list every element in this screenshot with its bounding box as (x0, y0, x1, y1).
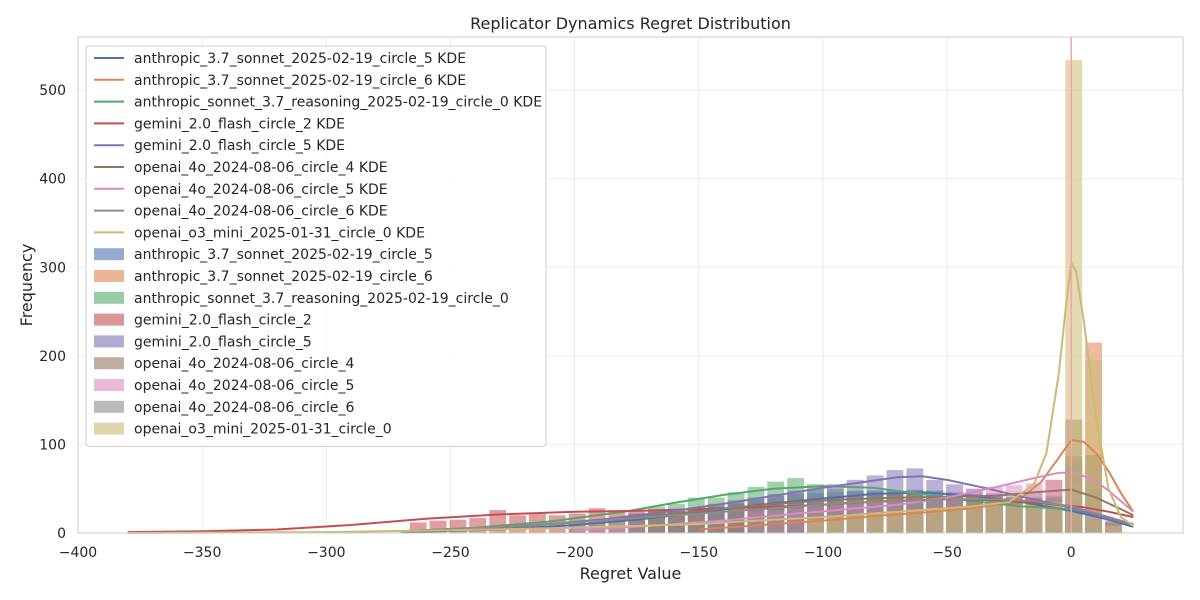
plot-frame (77, 36, 1184, 534)
chart-title: Replicator Dynamics Regret Distribution (470, 14, 791, 33)
histogram-bar (1065, 60, 1083, 534)
histogram-bar (648, 515, 666, 533)
histogram-bar (1045, 502, 1063, 533)
legend-hist-entry: anthropic_3.7_sonnet_2025-02-19_circle_5 (134, 247, 433, 263)
y-tick-label: 500 (39, 83, 66, 99)
legend-hist-entry: gemini_2.0_flash_circle_5 (134, 334, 312, 350)
legend-hist-entry: openai_4o_2024-08-06_circle_6 (134, 400, 354, 416)
legend-patch-swatch (94, 313, 124, 326)
x-tick-label: −50 (932, 545, 962, 561)
x-tick-label: −300 (307, 545, 345, 561)
histogram-bar (409, 522, 427, 533)
histogram-bar (926, 508, 944, 533)
histogram-bar (1005, 504, 1023, 533)
kde-line (425, 475, 1134, 533)
legend-kde-entry: anthropic_sonnet_3.7_reasoning_2025-02-1… (134, 95, 542, 111)
axis-ticks: −400 −350 −300 −250 −200 −150 −100 −50 0 0 100 200 3… (39, 83, 1075, 561)
kde-line (127, 261, 1134, 534)
y-tick-label: 100 (39, 437, 66, 453)
kde-line (574, 471, 1134, 532)
legend-patch-swatch (94, 379, 124, 391)
legend-patch-swatch (94, 422, 124, 435)
kde-line (425, 498, 1134, 532)
legend-patch-swatch (94, 270, 124, 282)
legend-hist-entry: openai_4o_2024-08-06_circle_4 (134, 356, 354, 372)
legend-kde-entry: openai_o3_mini_2025-01-31_circle_0 KDE (134, 225, 425, 241)
legend-kde-entry: openai_4o_2024-08-06_circle_5 KDE (134, 182, 388, 198)
y-tick-label: 200 (39, 349, 66, 365)
histogram-bar (886, 511, 904, 533)
histogram-bar (826, 517, 844, 533)
legend-kde-entry: anthropic_3.7_sonnet_2025-02-19_circle_6… (134, 73, 466, 89)
histogram-bar (946, 507, 963, 533)
x-tick-label: 0 (1067, 545, 1076, 561)
x-tick-label: −250 (431, 545, 469, 561)
legend-kde-entry: gemini_2.0_flash_circle_5 KDE (134, 138, 345, 154)
legend-kde-entry: openai_4o_2024-08-06_circle_6 KDE (134, 204, 388, 220)
histogram-bar (807, 519, 824, 533)
legend-patch-swatch (94, 335, 124, 348)
histogram-bar (985, 505, 1003, 533)
legend-box (85, 45, 547, 447)
kde-line (698, 439, 1135, 531)
legend-patch-swatch (94, 248, 124, 261)
x-tick-label: −350 (183, 545, 221, 561)
x-axis-label: Regret Value (580, 564, 682, 583)
kde-line (400, 485, 1134, 533)
y-tick-label: 300 (39, 260, 66, 276)
legend-kde-entry: anthropic_3.7_sonnet_2025-02-19_circle_5… (134, 51, 466, 67)
legend-kde-entry: openai_4o_2024-08-06_circle_4 KDE (134, 160, 388, 176)
legend-hist-entry: anthropic_3.7_sonnet_2025-02-19_circle_6 (134, 269, 433, 285)
legend-patch-swatch (94, 400, 124, 413)
x-tick-label: −200 (555, 545, 593, 561)
histogram-bar (1025, 503, 1043, 533)
kde-lines (127, 261, 1135, 534)
histogram-bar (906, 509, 924, 533)
y-tick-label: 400 (39, 172, 66, 188)
y-axis-label: Frequency (17, 244, 36, 327)
legend-hist-entry: openai_o3_mini_2025-01-31_circle_0 (134, 422, 392, 438)
y-tick-label: 0 (57, 526, 66, 542)
histogram-bar (866, 513, 884, 533)
legend-patch-swatch (94, 291, 124, 304)
legend-hist-entry: gemini_2.0_flash_circle_2 (134, 313, 312, 329)
histogram-bar (965, 506, 983, 533)
x-tick-label: −150 (680, 545, 718, 561)
legend-kde-entry: gemini_2.0_flash_circle_2 KDE (134, 116, 345, 132)
legend-hist-entry: anthropic_sonnet_3.7_reasoning_2025-02-1… (134, 291, 509, 307)
legend-hist-entry: openai_4o_2024-08-06_circle_5 (134, 378, 354, 394)
histogram-bar (846, 515, 864, 533)
x-tick-label: −400 (59, 545, 97, 561)
legend-patch-swatch (94, 357, 124, 370)
legend: anthropic_3.7_sonnet_2025-02-19_circle_5… (85, 45, 547, 447)
histogram-bar (1085, 360, 1103, 533)
histogram-bar (1105, 525, 1122, 533)
x-tick-label: −100 (804, 545, 842, 561)
